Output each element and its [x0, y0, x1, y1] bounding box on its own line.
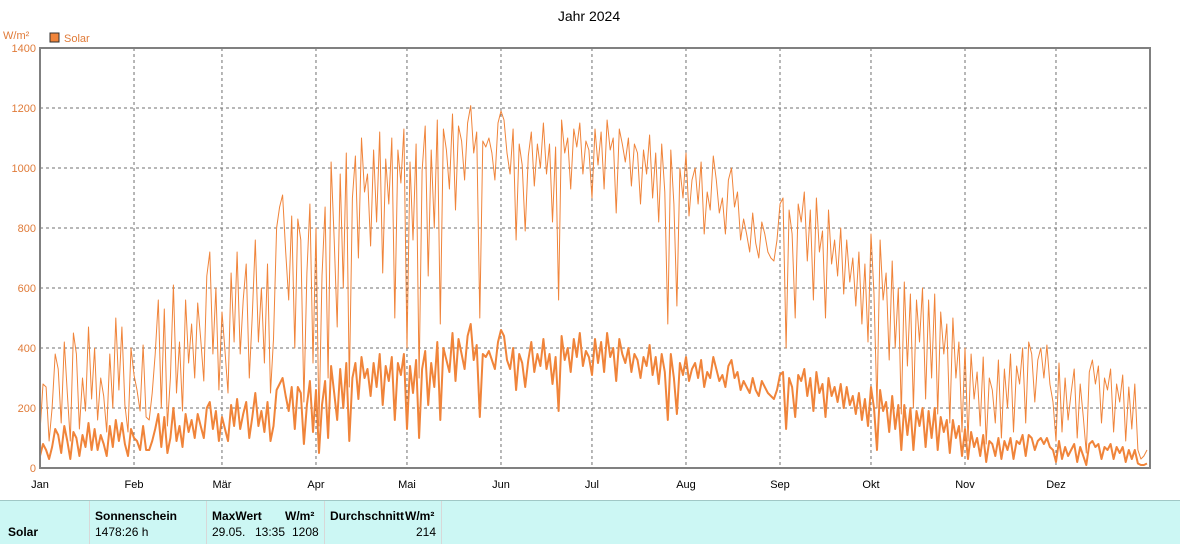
average-header: Durchschnitt	[330, 509, 405, 523]
average-value: 214	[416, 525, 437, 539]
max-date: 29.05.	[212, 525, 246, 539]
column-divider	[441, 501, 442, 544]
grid-lines	[40, 48, 1150, 468]
y-tick-label: 600	[18, 283, 36, 295]
x-tick-label: Sep	[770, 479, 790, 491]
x-tick-label: Aug	[676, 479, 696, 491]
y-tick-label: 0	[30, 463, 36, 475]
x-tick-label: Nov	[955, 479, 975, 491]
x-tick-label: Mai	[398, 479, 416, 491]
max-unit-header: W/m²	[285, 509, 315, 523]
x-tick-label: Dez	[1046, 479, 1066, 491]
series-layer	[39, 105, 1148, 466]
y-axis-ticks: 0 200 400 600 800 1000 1200 1400	[12, 43, 36, 475]
max-time: 13:35	[255, 525, 286, 539]
plot-frame	[39, 47, 1151, 469]
x-tick-label: Jul	[585, 479, 599, 491]
y-axis-unit-label: W/m²	[3, 30, 30, 42]
sunshine-header: Sonnenschein	[95, 509, 178, 523]
statistics-panel: Solar Sonnenschein 1478:26 h MaxWert W/m…	[0, 500, 1180, 544]
average-unit-header: W/m²	[405, 509, 435, 523]
y-tick-label: 800	[18, 223, 36, 235]
max-value-header: MaxWert	[212, 509, 262, 523]
y-tick-label: 1400	[12, 43, 36, 55]
legend-swatch-solar	[49, 32, 60, 43]
x-tick-label: Apr	[307, 479, 324, 491]
y-tick-label: 400	[18, 343, 36, 355]
x-tick-label: Okt	[862, 479, 879, 491]
x-tick-label: Jun	[492, 479, 510, 491]
series-line-daily-mean	[39, 323, 1148, 466]
max-value: 1208	[292, 525, 319, 539]
y-tick-label: 1000	[12, 163, 36, 175]
column-divider	[89, 501, 90, 544]
column-divider	[206, 501, 207, 544]
y-tick-label: 200	[18, 403, 36, 415]
column-divider	[324, 501, 325, 544]
sunshine-value: 1478:26 h	[95, 525, 149, 539]
stats-row-label: Solar	[8, 525, 39, 539]
series-line-daily-maximum	[39, 105, 1148, 460]
chart-title: Jahr 2024	[558, 8, 620, 24]
solar-line-chart: Jahr 2024 W/m² Solar 0 200 400 600 800 1000 12…	[3, 8, 1151, 491]
legend-label-solar: Solar	[64, 33, 90, 45]
x-tick-label: Feb	[125, 479, 144, 491]
y-tick-label: 1200	[12, 103, 36, 115]
x-tick-label: Mär	[212, 479, 231, 491]
x-axis-ticks: Jan Feb Mär Apr Mai Jun Jul Aug Sep Okt Nov Dez	[31, 479, 1066, 491]
x-tick-label: Jan	[31, 479, 49, 491]
